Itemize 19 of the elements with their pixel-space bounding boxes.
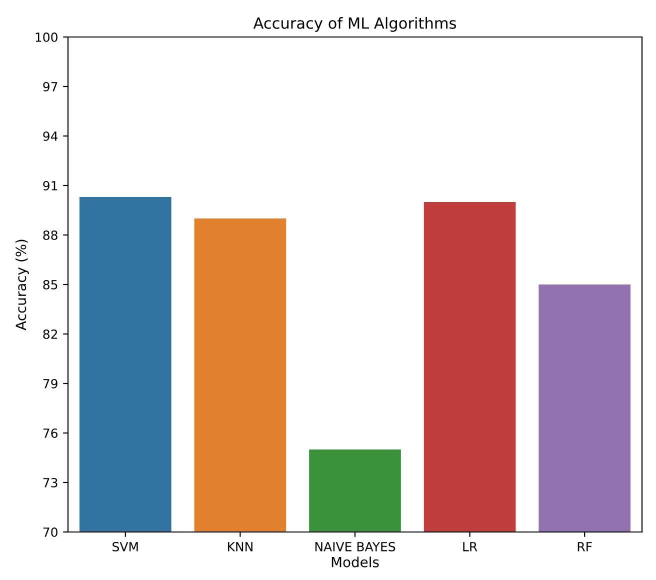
x-tick-label: KNN bbox=[228, 542, 252, 552]
y-tick-label: 82 bbox=[43, 329, 58, 339]
y-tick-label: 91 bbox=[43, 180, 58, 190]
y-axis-title: Accuracy (%) bbox=[15, 240, 29, 330]
y-tick-label: 85 bbox=[43, 280, 58, 290]
y-tick-label: 73 bbox=[43, 478, 58, 488]
y-tick-label: 88 bbox=[43, 230, 58, 240]
x-tick-label: SVM bbox=[112, 542, 138, 552]
y-tick-label: 79 bbox=[43, 378, 58, 388]
y-tick-label: 97 bbox=[43, 82, 58, 92]
x-axis-title: Models bbox=[332, 556, 379, 568]
chart-title: Accuracy of ML Algorithms bbox=[253, 17, 456, 32]
y-tick-label: 100 bbox=[36, 32, 58, 42]
y-tick-label: 70 bbox=[43, 527, 58, 537]
y-tick-label: 94 bbox=[43, 131, 58, 141]
x-tick-label: LR bbox=[463, 542, 478, 552]
y-tick-label: 76 bbox=[43, 428, 58, 438]
x-tick-label: RF bbox=[578, 542, 592, 552]
x-tick-label: NAIVE BAYES bbox=[315, 542, 396, 552]
